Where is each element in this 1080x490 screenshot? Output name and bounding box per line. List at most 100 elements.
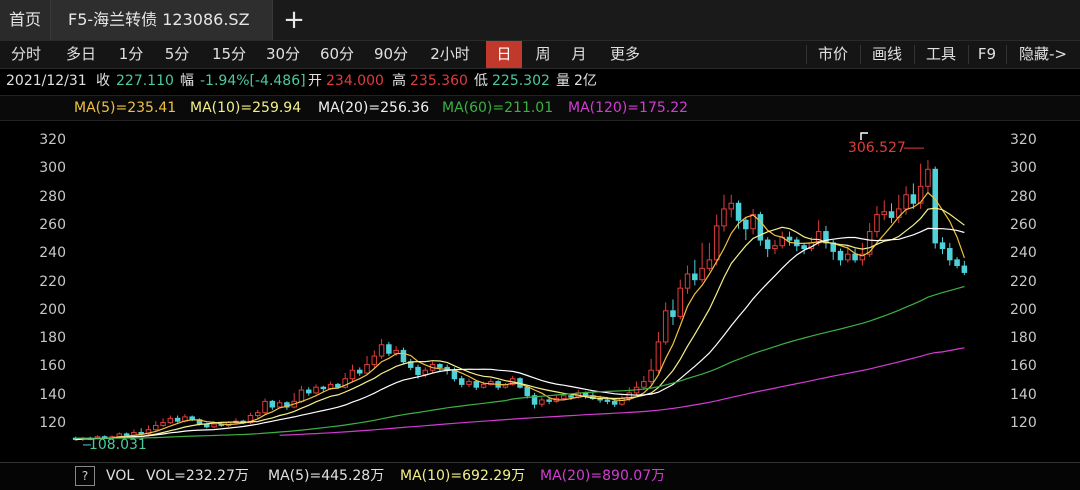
period-multi-day[interactable]: 多日	[65, 45, 96, 63]
candle[interactable]	[466, 378, 472, 388]
candle[interactable]	[823, 225, 829, 249]
candle[interactable]	[276, 399, 283, 409]
tools-button[interactable]: 工具	[925, 45, 956, 63]
candle[interactable]	[947, 242, 953, 266]
candle[interactable]	[254, 409, 261, 419]
candle[interactable]	[874, 206, 880, 238]
candle[interactable]	[378, 339, 385, 359]
candle[interactable]	[786, 231, 793, 246]
candle[interactable]	[655, 332, 662, 374]
candle[interactable]	[713, 214, 720, 266]
candle[interactable]	[349, 364, 356, 382]
candle[interactable]	[458, 375, 465, 388]
candle[interactable]	[961, 260, 968, 275]
candle[interactable]	[648, 358, 654, 385]
candle[interactable]	[167, 415, 174, 424]
candle[interactable]	[764, 237, 771, 258]
candle[interactable]	[269, 399, 276, 410]
candle[interactable]	[728, 194, 735, 218]
candle[interactable]	[852, 248, 858, 263]
candle[interactable]	[371, 350, 378, 368]
candle[interactable]	[706, 242, 713, 272]
candle[interactable]	[743, 217, 749, 241]
candle[interactable]	[757, 211, 764, 246]
period-day[interactable]: 日	[486, 41, 522, 68]
candle[interactable]	[313, 384, 319, 395]
kline-chart[interactable]	[0, 120, 1080, 460]
candle[interactable]	[531, 392, 538, 409]
kline-svg[interactable]	[0, 120, 1080, 460]
candle[interactable]	[779, 231, 786, 249]
f9-button[interactable]: F9	[977, 45, 997, 63]
candle[interactable]	[342, 373, 348, 389]
candle[interactable]	[633, 381, 640, 396]
candle[interactable]	[939, 237, 946, 255]
candle[interactable]	[233, 418, 239, 424]
candle-body	[677, 287, 684, 317]
candle[interactable]	[153, 421, 159, 432]
change-label: 幅	[180, 73, 194, 89]
candle[interactable]	[509, 375, 516, 386]
candle-body	[604, 399, 611, 402]
right-axis-tick-label: 200	[1010, 301, 1037, 318]
candle[interactable]	[684, 265, 691, 294]
candle[interactable]	[772, 240, 778, 255]
period-15min[interactable]: 15分	[211, 45, 247, 63]
period-more[interactable]: 更多	[609, 45, 640, 63]
add-tab-icon[interactable]: +	[283, 5, 305, 35]
candle[interactable]	[794, 237, 800, 252]
period-90min[interactable]: 90分	[373, 45, 409, 63]
candle[interactable]	[174, 415, 181, 423]
crosshair-marker-icon	[860, 132, 868, 140]
candle[interactable]	[801, 242, 807, 255]
market-price-button[interactable]: 市价	[817, 45, 848, 63]
candle[interactable]	[954, 257, 960, 269]
candle[interactable]	[488, 378, 494, 386]
candle[interactable]	[502, 382, 509, 389]
candle[interactable]	[539, 397, 545, 408]
tab-home[interactable]: 首页	[0, 0, 51, 40]
candle[interactable]	[386, 341, 392, 357]
candle[interactable]	[356, 367, 363, 376]
candle[interactable]	[670, 299, 676, 325]
period-60min[interactable]: 60分	[319, 45, 355, 63]
candle[interactable]	[677, 279, 684, 320]
period-30min[interactable]: 30分	[265, 45, 301, 63]
candle[interactable]	[320, 385, 327, 392]
divider	[806, 45, 807, 64]
candle[interactable]	[291, 392, 297, 409]
candle[interactable]	[437, 363, 443, 372]
candle[interactable]	[692, 259, 698, 286]
hide-panel-button[interactable]: 隐藏->	[1019, 45, 1067, 63]
candle[interactable]	[721, 194, 727, 232]
candle[interactable]	[662, 302, 669, 345]
period-2hour[interactable]: 2小时	[430, 45, 470, 63]
period-1min[interactable]: 1分	[118, 45, 144, 63]
candle[interactable]	[910, 183, 917, 209]
candle[interactable]	[888, 203, 895, 224]
candle[interactable]	[641, 375, 647, 391]
candle[interactable]	[364, 356, 370, 375]
candle[interactable]	[837, 248, 844, 266]
candle[interactable]	[699, 242, 705, 283]
period-week[interactable]: 周	[535, 45, 551, 63]
candle[interactable]	[400, 347, 407, 365]
candle[interactable]	[407, 358, 414, 371]
period-month[interactable]: 月	[571, 45, 587, 63]
candle[interactable]	[160, 418, 166, 427]
close-label: 收	[96, 73, 110, 89]
candle[interactable]	[859, 242, 866, 266]
help-icon[interactable]: ?	[75, 466, 95, 486]
candle[interactable]	[473, 380, 480, 391]
candle[interactable]	[298, 385, 305, 403]
period-intraday[interactable]: 分时	[10, 45, 41, 63]
candle[interactable]	[262, 398, 268, 415]
candle[interactable]	[881, 200, 887, 221]
tab-security[interactable]: F5-海兰转债 123086.SZ	[51, 0, 273, 40]
draw-line-button[interactable]: 画线	[871, 45, 902, 63]
divider	[968, 45, 969, 64]
candle[interactable]	[305, 387, 312, 396]
period-5min[interactable]: 5分	[164, 45, 190, 63]
candle[interactable]	[750, 208, 756, 235]
candle[interactable]	[925, 160, 931, 192]
